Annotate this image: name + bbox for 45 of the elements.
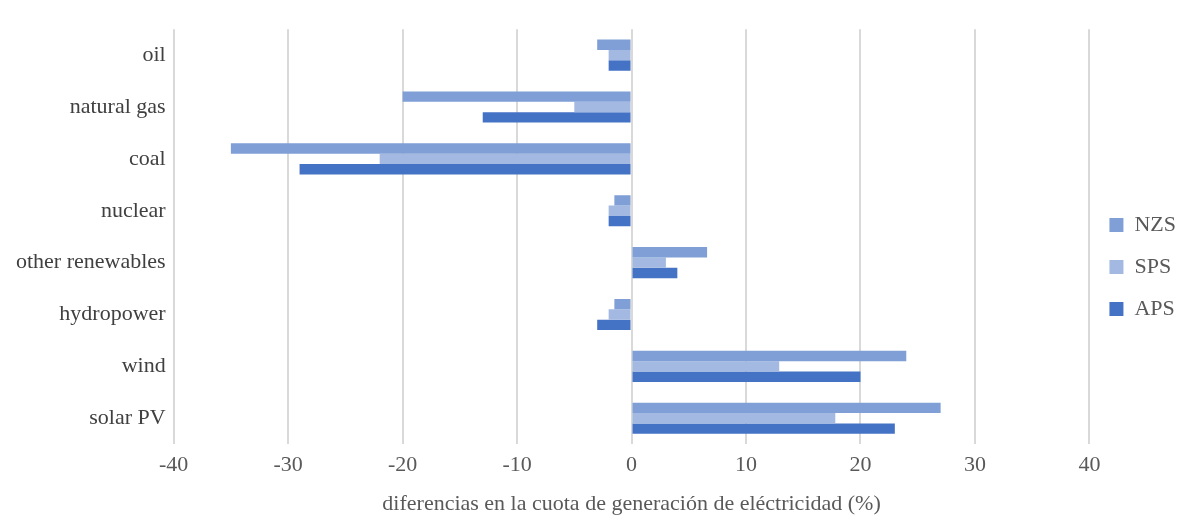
- bar: [614, 195, 631, 206]
- bar: [608, 309, 631, 320]
- x-tick-label: 0: [626, 451, 638, 477]
- bar: [574, 101, 631, 113]
- y-tick-label: wind: [121, 352, 166, 378]
- y-tick-label: hydropower: [59, 300, 167, 326]
- legend-label: NZS: [1134, 210, 1176, 236]
- x-tick-label: -20: [387, 451, 418, 477]
- legend-label: SPS: [1134, 252, 1172, 278]
- y-tick-label: other renewables: [15, 248, 166, 274]
- bar: [299, 164, 631, 175]
- bar: [632, 350, 907, 362]
- x-tick-label: 20: [849, 451, 872, 477]
- bar: [597, 319, 631, 331]
- x-tick-label: -30: [273, 451, 303, 477]
- y-tick-label: natural gas: [69, 92, 166, 118]
- bar: [597, 39, 631, 50]
- legend-label: APS: [1134, 294, 1175, 320]
- bar: [402, 91, 631, 102]
- x-tick-label: 30: [963, 451, 986, 477]
- x-tick-label: 10: [735, 451, 758, 477]
- y-tick-label: coal: [128, 144, 166, 170]
- bar: [379, 153, 631, 165]
- bar: [632, 371, 861, 382]
- bar: [632, 361, 780, 372]
- bar: [632, 257, 666, 268]
- bar: [230, 143, 631, 154]
- bar: [608, 60, 631, 71]
- bar: [632, 402, 941, 414]
- bar: [632, 247, 708, 258]
- bar: [608, 49, 631, 61]
- x-axis-title: diferencias en la cuota de generación de eléctricidad (%): [382, 489, 881, 515]
- bar: [482, 112, 631, 123]
- y-tick-label: nuclear: [100, 196, 167, 222]
- bar: [614, 298, 631, 310]
- bar: [608, 215, 631, 227]
- x-tick-label: -10: [502, 451, 532, 477]
- x-tick-label: 40: [1078, 451, 1101, 477]
- x-tick-label: -40: [158, 451, 189, 477]
- bar: [608, 205, 631, 216]
- y-tick-label: solar PV: [89, 404, 166, 430]
- bar: [632, 267, 678, 279]
- bar: [632, 413, 836, 424]
- y-tick-label: oil: [142, 40, 166, 66]
- bar: [632, 423, 895, 434]
